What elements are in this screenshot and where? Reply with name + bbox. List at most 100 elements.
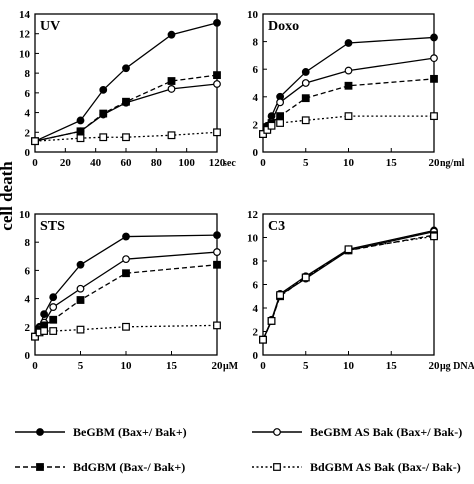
data-point <box>430 33 438 42</box>
y-tick-label: 2 <box>253 119 259 131</box>
x-tick-label: 15 <box>386 157 398 169</box>
x-unit-label: sec <box>223 158 236 169</box>
data-point <box>122 255 130 264</box>
series-line <box>262 235 435 340</box>
legend: BeGBM (Bax+/ Bak+) BeGBM AS Bak (Bax+/ Ba… <box>15 425 462 474</box>
panel-title: UV <box>40 19 60 34</box>
x-tick-label: 0 <box>260 157 266 169</box>
panel-sts: 0 5 10 15 20 0 2 4 6 8 10 STS μM <box>19 209 239 372</box>
y-tick-label: 12 <box>19 29 31 41</box>
data-point <box>301 79 310 87</box>
x-tick-label: 0 <box>32 157 38 169</box>
series-line <box>34 22 218 142</box>
y-tick-label: 4 <box>253 92 259 104</box>
data-point <box>31 137 39 146</box>
panel-c3: 0 5 10 15 20 0 2 4 6 8 10 12 C3 μg DNA <box>247 209 474 372</box>
y-tick-label: 8 <box>25 68 31 80</box>
y-tick-label: 6 <box>25 88 31 100</box>
y-tick-label: 10 <box>19 209 31 221</box>
y-tick-label: 0 <box>253 147 259 159</box>
plot-frame <box>262 213 435 356</box>
panel-uv: 0 20 40 60 80 100 120 0 2 4 6 8 10 12 14 UV sec <box>19 9 236 169</box>
data-point <box>301 273 310 282</box>
data-point <box>301 94 310 103</box>
y-tick-label: 0 <box>25 350 31 362</box>
y-tick-label: 2 <box>25 127 31 139</box>
x-tick-label: 20 <box>212 360 224 372</box>
x-tick-label: 20 <box>429 360 441 372</box>
series-bdgbm-as-bak-bax-bak <box>31 321 221 341</box>
data-point <box>276 119 284 127</box>
y-tick-label: 12 <box>247 209 259 221</box>
data-point <box>276 112 284 121</box>
data-point <box>99 109 108 118</box>
data-point <box>430 74 438 83</box>
y-tick-label: 6 <box>253 64 259 76</box>
data-point <box>167 131 176 140</box>
series-begbm-bax-bak <box>259 226 438 344</box>
data-point <box>76 116 85 125</box>
data-point <box>49 303 58 311</box>
data-point <box>76 284 85 293</box>
data-point <box>76 127 85 136</box>
legend-marker <box>273 428 281 436</box>
series-begbm-bax-bak <box>31 18 221 146</box>
data-point <box>263 126 272 134</box>
legend-label: BdGBM AS Bak (Bax-/ Bak-) <box>310 460 461 474</box>
data-point <box>301 68 310 76</box>
series-bdgbm-as-bak-bax-bak <box>259 232 438 344</box>
y-tick-label: 4 <box>253 303 259 315</box>
x-tick-label: 0 <box>260 360 266 372</box>
data-point <box>122 64 130 73</box>
x-tick-label: 15 <box>166 360 178 372</box>
data-point <box>213 71 221 80</box>
y-tick-label: 14 <box>19 9 31 21</box>
panel-title: C3 <box>268 219 285 234</box>
y-tick-label: 10 <box>247 9 259 21</box>
data-point <box>276 98 285 107</box>
data-point <box>76 134 85 143</box>
y-tick-label: 6 <box>253 280 259 292</box>
legend-item-begbm-bax-bak: BeGBM (Bax+/ Bak+) <box>15 425 187 439</box>
x-unit-label: μM <box>223 361 239 372</box>
y-tick-label: 8 <box>25 237 31 249</box>
x-tick-label: 20 <box>429 157 441 169</box>
panel-doxo: 0 5 10 15 20 0 2 4 6 8 10 Doxo ng/ml <box>247 9 465 169</box>
x-tick-label: 100 <box>178 157 195 169</box>
x-tick-label: 10 <box>343 157 355 169</box>
x-tick-label: 80 <box>151 157 163 169</box>
legend-item-bdgbm-as-bak-bax-bak: BdGBM AS Bak (Bax-/ Bak-) <box>252 460 461 474</box>
x-tick-label: 0 <box>32 360 38 372</box>
y-tick-label: 4 <box>25 108 31 120</box>
y-tick-label: 0 <box>25 147 31 159</box>
data-point <box>301 116 310 125</box>
data-point <box>213 248 221 256</box>
y-tick-label: 0 <box>253 350 259 362</box>
series-begbm-as-bak-bax-bak <box>259 54 438 138</box>
data-point <box>259 130 267 138</box>
data-point <box>213 231 221 240</box>
x-tick-label: 5 <box>303 360 309 372</box>
data-point <box>40 327 48 335</box>
data-point <box>276 291 284 299</box>
legend-marker <box>273 463 281 471</box>
data-point <box>167 85 176 93</box>
legend-item-bdgbm-bax-bak: BdGBM (Bax-/ Bak+) <box>15 460 185 474</box>
series-line <box>34 83 218 142</box>
y-tick-label: 8 <box>253 37 259 49</box>
y-tick-label: 2 <box>253 327 259 339</box>
data-point <box>167 77 176 85</box>
data-point <box>99 133 108 142</box>
series-line <box>34 234 218 337</box>
panel-title: Doxo <box>268 19 299 34</box>
series-line <box>34 74 218 142</box>
data-point <box>122 269 130 278</box>
data-point <box>213 260 221 269</box>
plot-frame <box>34 13 218 153</box>
data-point <box>122 232 130 241</box>
series-bdgbm-bax-bak <box>259 74 438 138</box>
data-point <box>99 85 108 94</box>
y-tick-label: 10 <box>247 233 259 245</box>
